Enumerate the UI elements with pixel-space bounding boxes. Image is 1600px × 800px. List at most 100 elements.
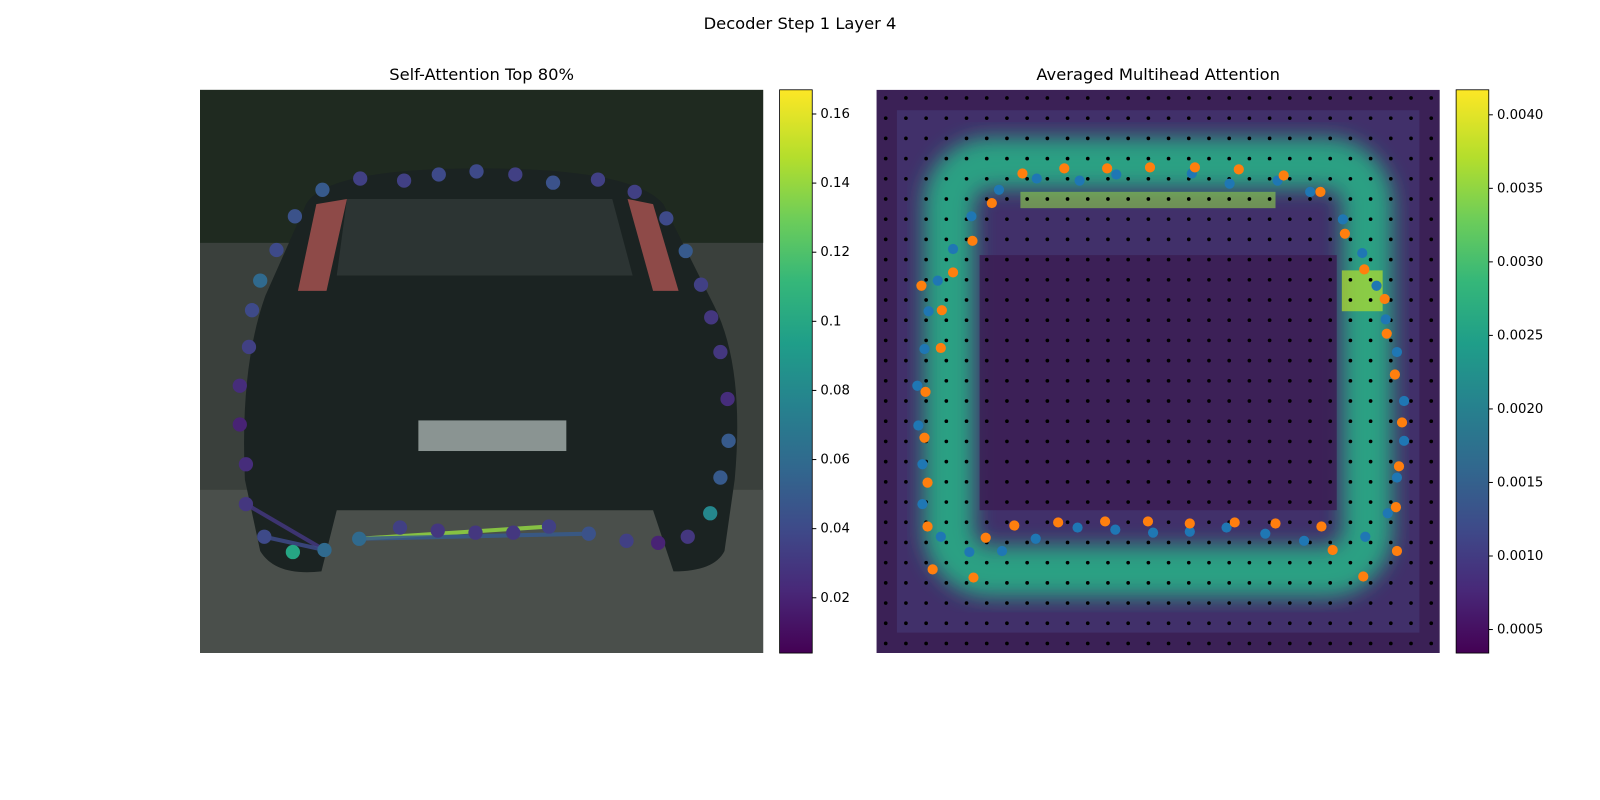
grid-dot: [883, 581, 888, 585]
grid-dot: [1348, 581, 1353, 585]
query-point: [468, 525, 483, 540]
grid-dot: [1388, 257, 1393, 262]
grid-dot: [1388, 298, 1393, 302]
grid-dot: [1207, 176, 1211, 181]
grid-dot: [904, 358, 908, 363]
reference-point: [1270, 518, 1281, 529]
reference-point: [980, 532, 991, 543]
grid-dot: [883, 277, 888, 282]
grid-dot: [1409, 176, 1413, 181]
grid-dot: [1328, 298, 1333, 302]
grid-dot: [1429, 480, 1434, 484]
grid-dot: [1045, 116, 1050, 120]
grid-dot: [1186, 116, 1191, 120]
grid-dot: [924, 399, 928, 403]
grid-dot: [1065, 480, 1070, 484]
grid-dot: [883, 419, 888, 424]
grid-dot: [1227, 540, 1232, 545]
grid-dot: [1348, 277, 1353, 282]
grid-dot: [904, 540, 908, 545]
reference-point: [947, 243, 959, 255]
grid-dot: [1409, 520, 1413, 525]
reference-point: [913, 420, 924, 431]
grid-dot: [1409, 621, 1413, 626]
grid-dot: [1247, 116, 1252, 120]
query-point: [232, 378, 247, 393]
grid-dot: [1045, 277, 1050, 282]
grid-dot: [1207, 378, 1211, 383]
reference-point: [966, 211, 977, 222]
dot-grid: [883, 96, 1434, 646]
query-point: [581, 526, 596, 541]
reference-point: [923, 306, 934, 317]
grid-dot: [883, 237, 888, 242]
grid-dot: [1025, 581, 1029, 585]
reference-point: [922, 521, 933, 532]
grid-dot: [1429, 641, 1434, 646]
grid-dot: [1368, 217, 1373, 222]
grid-dot: [984, 197, 989, 201]
grid-dot: [984, 581, 989, 585]
grid-dot: [984, 116, 989, 120]
grid-dot: [1146, 257, 1151, 262]
reference-point: [922, 477, 933, 488]
grid-dot: [1106, 277, 1110, 282]
grid-dot: [984, 176, 989, 181]
grid-dot: [1328, 419, 1333, 424]
grid-dot: [1287, 378, 1292, 383]
grid-dot: [944, 136, 949, 141]
grid-dot: [1328, 116, 1333, 120]
grid-dot: [1186, 197, 1191, 201]
grid-dot: [1388, 358, 1393, 363]
grid-dot: [1308, 500, 1312, 504]
grid-dot: [883, 96, 888, 100]
colorbar: [1455, 89, 1490, 654]
grid-dot: [1166, 560, 1171, 565]
grid-dot: [1106, 217, 1110, 222]
grid-dot: [1065, 399, 1070, 403]
grid-dot: [1166, 520, 1171, 525]
grid-dot: [1065, 96, 1070, 100]
grid-dot: [1166, 298, 1171, 302]
colorbar-tick-label: 0.0010: [1497, 549, 1543, 564]
grid-dot: [1106, 298, 1110, 302]
reference-point: [1059, 163, 1070, 174]
grid-dot: [1045, 378, 1050, 383]
grid-dot: [1429, 156, 1434, 161]
grid-dot: [964, 419, 969, 424]
grid-dot: [1287, 520, 1292, 525]
grid-dot: [1005, 459, 1009, 464]
grid-dot: [964, 116, 969, 120]
grid-dot: [1005, 156, 1009, 161]
grid-dot: [1287, 540, 1292, 545]
grid-dot: [904, 621, 908, 626]
query-point: [627, 184, 642, 199]
grid-dot: [944, 560, 949, 565]
grid-dot: [1388, 217, 1393, 222]
grid-dot: [1085, 96, 1090, 100]
grid-dot: [883, 540, 888, 545]
grid-dot: [964, 338, 969, 343]
grid-dot: [904, 96, 908, 100]
grid-dot: [1388, 116, 1393, 120]
grid-dot: [1207, 560, 1211, 565]
grid-dot: [1025, 560, 1029, 565]
query-point: [506, 525, 521, 540]
grid-dot: [1348, 480, 1353, 484]
grid-dot: [1166, 237, 1171, 242]
reference-point: [1391, 545, 1403, 557]
grid-dot: [883, 439, 888, 444]
grid-dot: [1065, 257, 1070, 262]
grid-dot: [1429, 277, 1434, 282]
grid-dot: [944, 257, 949, 262]
query-point: [238, 496, 254, 512]
grid-dot: [1267, 540, 1272, 545]
grid-dot: [1409, 500, 1413, 504]
grid-dot: [1328, 500, 1333, 504]
grid-dot: [1186, 298, 1191, 302]
reference-point: [1298, 535, 1310, 546]
grid-dot: [1146, 277, 1151, 282]
grid-dot: [1106, 439, 1110, 444]
grid-dot: [1348, 318, 1353, 323]
query-point: [721, 433, 736, 448]
